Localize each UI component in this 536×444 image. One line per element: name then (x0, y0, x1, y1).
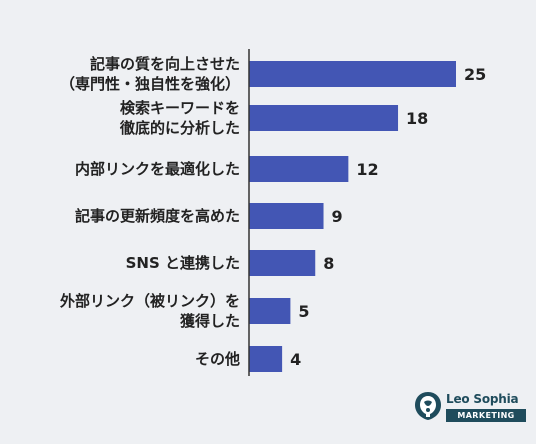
bar (249, 250, 316, 276)
bar (249, 105, 399, 131)
category-label: その他 (195, 350, 240, 368)
category-label: （専門性・独自性を強化） (60, 75, 240, 93)
data-label: 12 (356, 160, 378, 179)
category-label: 獲得した (180, 312, 240, 330)
category-label: 記事の更新頻度を高めた (75, 207, 240, 225)
bar (249, 156, 349, 182)
category-label: 徹底的に分析した (119, 119, 240, 137)
data-label: 8 (323, 254, 334, 273)
data-label: 5 (298, 302, 309, 321)
bar (249, 298, 291, 324)
bar (249, 346, 283, 372)
logo-name: Leo Sophia (446, 392, 519, 406)
category-label: 内部リンクを最適化した (75, 160, 240, 178)
brand-logo: Leo Sophia MARKETING (414, 389, 526, 429)
category-label: 外部リンク（被リンク）を (59, 292, 240, 310)
bar (249, 61, 456, 87)
data-label: 9 (332, 207, 343, 226)
category-label: 記事の質を向上させた (90, 55, 240, 73)
data-label: 18 (406, 109, 428, 128)
category-label: 検索キーワードを (120, 99, 240, 117)
data-label: 25 (464, 65, 486, 84)
lion-head-icon (415, 392, 441, 420)
data-label: 4 (290, 350, 301, 369)
category-label: SNS と連携した (126, 254, 240, 272)
bar (249, 203, 324, 229)
logo-subtitle: MARKETING (446, 409, 526, 422)
